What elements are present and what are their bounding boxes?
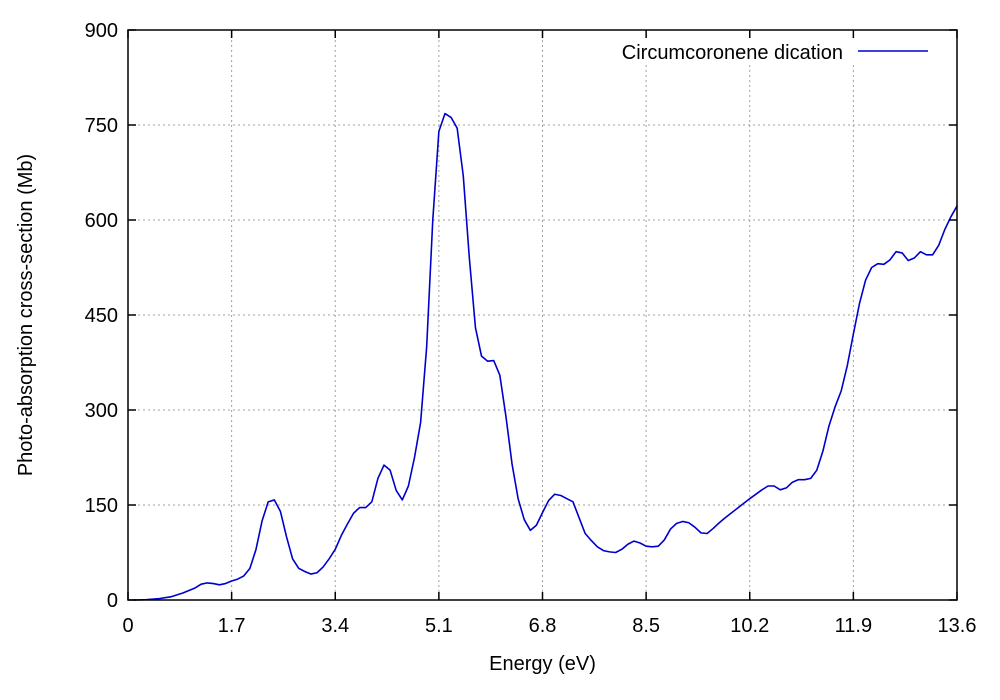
tick-layer: [127, 29, 958, 601]
x-tick-label: 0: [122, 615, 133, 637]
y-tick-labels: 0 150 300 450 600 750 900: [85, 20, 118, 612]
x-tick-labels: 0 1.7 3.4 5.1 6.8 8.5 10.2 11.9 13.6: [122, 615, 976, 637]
series-line: [133, 112, 958, 601]
y-tick-label: 750: [85, 115, 118, 137]
x-axis-label: Energy (eV): [489, 653, 596, 675]
x-tick-label: 8.5: [632, 615, 660, 637]
y-tick-label: 600: [85, 210, 118, 232]
x-tick-label: 11.9: [835, 615, 872, 637]
series-layer: [133, 112, 958, 601]
x-tick-label: 6.8: [529, 615, 557, 637]
legend-label: Circumcoronene dication: [622, 42, 843, 64]
y-tick-label: 0: [107, 590, 118, 612]
x-tick-label: 10.2: [730, 615, 769, 637]
x-tick-label: 5.1: [425, 615, 453, 637]
x-tick-label: 3.4: [321, 615, 349, 637]
grid-layer: [128, 30, 957, 600]
y-tick-label: 300: [85, 400, 118, 422]
y-axis-label: Photo-absorption cross-section (Mb): [15, 154, 37, 476]
legend: Circumcoronene dication: [622, 42, 928, 64]
x-tick-label: 1.7: [218, 615, 246, 637]
x-tick-label: 13.6: [938, 615, 977, 637]
y-tick-label: 150: [85, 495, 118, 517]
y-tick-label: 900: [85, 20, 118, 42]
y-tick-label: 450: [85, 305, 118, 327]
